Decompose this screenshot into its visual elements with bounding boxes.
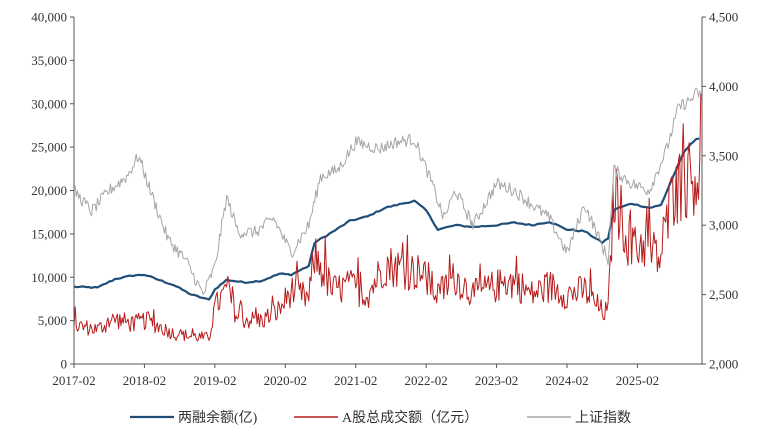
y-right-tick-label: 2,500 [709, 287, 738, 302]
series-line-1 [73, 137, 700, 301]
y-right-tick-label: 4,000 [709, 79, 738, 94]
y-left-tick-label: 20,000 [31, 183, 67, 198]
x-tick-label: 2019-02 [193, 373, 236, 388]
y-left-tick-label: 25,000 [31, 140, 67, 155]
x-tick-label: 2017-02 [52, 373, 95, 388]
series-line-3 [73, 87, 701, 295]
y-right-tick-label: 4,500 [709, 10, 738, 25]
x-tick-label: 2025-02 [616, 373, 659, 388]
y-left-tick-label: 35,000 [31, 53, 67, 68]
x-tick-label: 2020-02 [264, 373, 307, 388]
y-right-tick-label: 3,500 [709, 148, 738, 163]
x-tick-label: 2022-02 [404, 373, 447, 388]
y-left-tick-label: 30,000 [31, 96, 67, 111]
x-tick-label: 2023-02 [475, 373, 518, 388]
y-left-tick-label: 10,000 [31, 270, 67, 285]
series-line-2 [73, 93, 702, 342]
legend: 两融余额(亿) A股总成交额（亿元） 上证指数 [130, 409, 631, 426]
x-tick-label: 2024-02 [545, 373, 588, 388]
legend-label-2: A股总成交额（亿元） [342, 409, 478, 426]
y-left-tick-label: 15,000 [31, 226, 67, 241]
y-right-tick-label: 3,000 [709, 218, 738, 233]
series-layer [73, 87, 702, 342]
axes-layer: 0 5,000 10,000 15,000 20,000 25,000 30,000 35,0… [31, 10, 738, 389]
x-tick-label: 2021-02 [334, 373, 377, 388]
y-left-tick-label: 5,000 [38, 313, 67, 328]
y-left-tick-label: 0 [61, 357, 68, 372]
legend-label-1: 两融余额(亿) [178, 409, 258, 426]
legend-label-3: 上证指数 [575, 410, 631, 426]
y-left-tick-label: 40,000 [31, 10, 67, 25]
y-right-tick-label: 2,000 [709, 357, 738, 372]
x-tick-label: 2018-02 [123, 373, 166, 388]
